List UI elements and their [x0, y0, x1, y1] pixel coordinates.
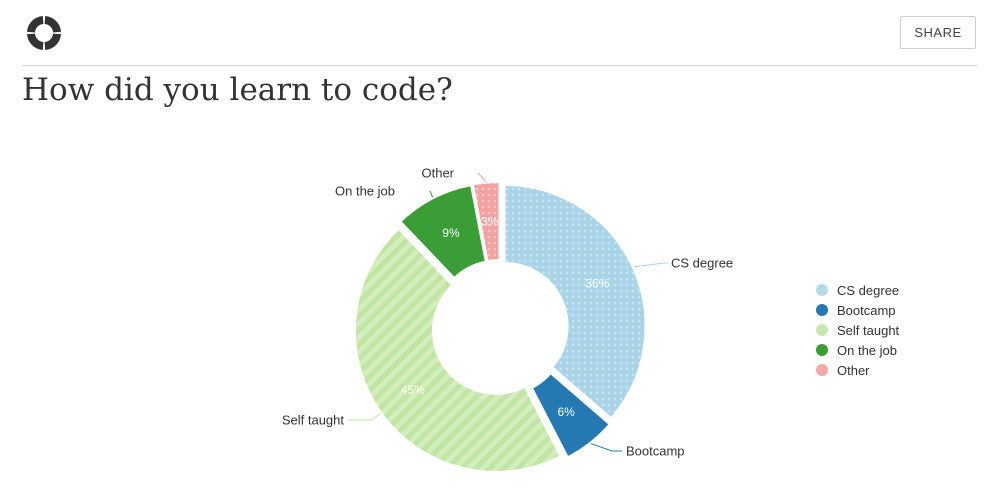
slice-value-label: 36% — [585, 277, 609, 291]
legend-item[interactable]: Bootcamp — [816, 300, 899, 320]
legend-item[interactable]: Other — [816, 360, 899, 380]
leader-line — [633, 262, 668, 268]
legend-label: Bootcamp — [837, 302, 896, 318]
slice-category-label: CS degree — [671, 256, 733, 271]
leader-line — [348, 412, 381, 421]
slice-category-label: Self taught — [282, 413, 345, 428]
slice-value-label: 45% — [401, 383, 425, 397]
legend-item[interactable]: CS degree — [816, 280, 899, 300]
donut-slice[interactable] — [353, 227, 562, 473]
slice-category-label: On the job — [335, 184, 395, 199]
legend-swatch — [816, 304, 828, 316]
legend-label: On the job — [837, 342, 897, 358]
legend-label: CS degree — [837, 282, 900, 298]
legend-swatch — [816, 364, 828, 376]
donut-slice[interactable] — [471, 181, 501, 263]
leader-line — [477, 172, 487, 183]
legend-label: Self taught — [837, 322, 900, 338]
legend-item[interactable]: On the job — [816, 340, 899, 360]
page-title: How did you learn to code? — [22, 72, 453, 108]
legend-swatch — [816, 344, 828, 356]
donut-slice[interactable] — [530, 371, 612, 459]
leader-line — [590, 443, 622, 452]
legend-swatch — [816, 284, 828, 296]
slice-value-label: 6% — [557, 405, 575, 419]
slice-category-label: Bootcamp — [626, 444, 685, 459]
donut-logo-icon — [27, 16, 61, 50]
slice-value-label: 3% — [481, 214, 499, 228]
header-divider — [22, 65, 977, 66]
legend-item[interactable]: Self taught — [816, 320, 899, 340]
legend-label: Other — [837, 362, 870, 378]
slice-category-label: Other — [421, 166, 454, 181]
legend-swatch — [816, 324, 828, 336]
leader-line — [429, 190, 434, 198]
slice-value-label: 9% — [442, 226, 460, 240]
chart-legend: CS degree Bootcamp Self taught On the jo… — [816, 280, 899, 380]
donut-slice[interactable] — [503, 183, 647, 420]
share-button[interactable]: SHARE — [900, 16, 976, 49]
donut-slice[interactable] — [398, 183, 487, 280]
